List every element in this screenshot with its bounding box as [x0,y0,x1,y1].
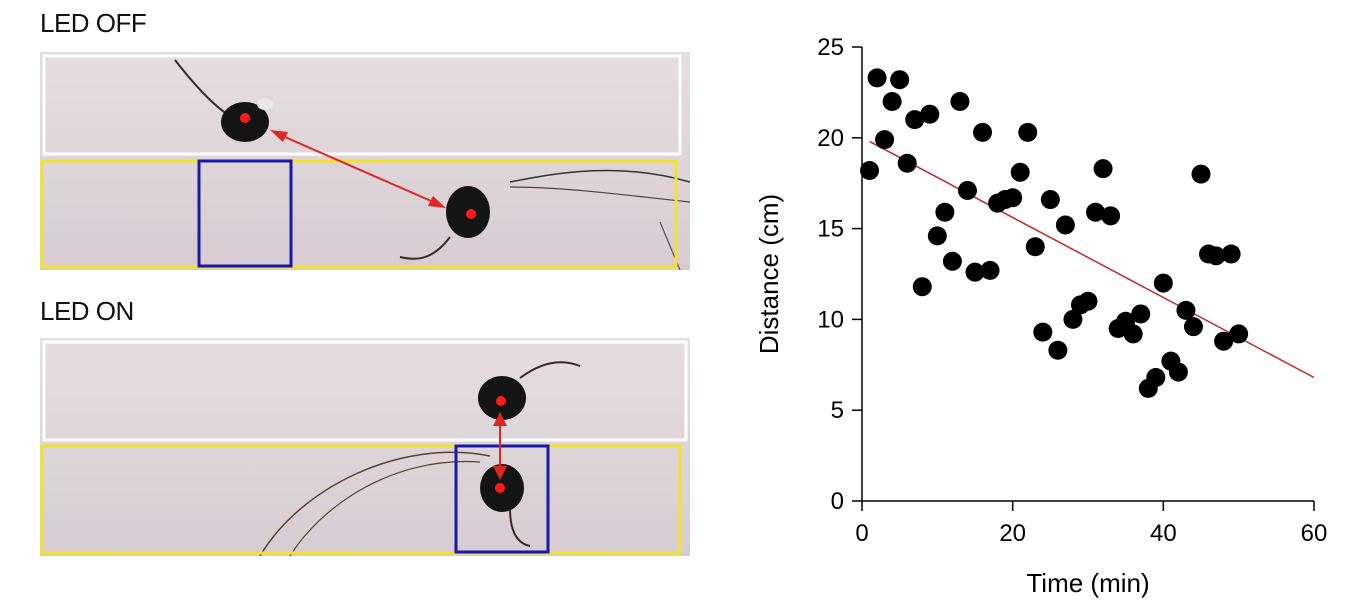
data-point [1056,215,1075,234]
data-point [1026,237,1045,256]
y-tick-label: 5 [831,397,844,424]
data-point [1229,324,1248,343]
x-tick-label: 40 [1150,520,1177,547]
data-point [1011,163,1030,182]
arena-led-off [40,52,690,270]
data-point [868,68,887,87]
arena-led-on [40,338,690,556]
yellow-zone [42,161,676,267]
data-point [1124,324,1143,343]
data-point [1018,123,1037,142]
data-point [950,92,969,111]
data-point [1094,159,1113,178]
x-tick-label: 60 [1301,520,1328,547]
led-on-label: LED ON [40,296,134,327]
blue-zone [199,161,291,266]
white-zone [44,342,686,440]
data-point [1003,188,1022,207]
data-point [943,252,962,271]
y-axis-title: Distance (cm) [754,194,784,354]
y-tick-label: 0 [831,488,844,515]
marker [496,396,506,406]
distance-scatter-chart: 0 20 40 60 0 5 10 15 20 25 Time (min) Distance (c… [740,20,1340,605]
tail [520,362,580,378]
data-point [973,123,992,142]
tail [510,508,530,546]
marker [495,483,505,493]
data-point [1041,190,1060,209]
led-off-label: LED OFF [40,8,146,39]
data-point [883,92,902,111]
data-point [1169,363,1188,382]
data-point [1146,368,1165,387]
data-point [958,181,977,200]
tail [400,237,450,259]
data-point [935,203,954,222]
data-point [890,70,909,89]
data-point [1184,317,1203,336]
data-point [1131,304,1150,323]
data-point [1101,206,1120,225]
data-point [898,154,917,173]
x-tick-label: 0 [855,520,868,547]
data-point [1222,245,1241,264]
distance-arrow [278,134,438,204]
marker [466,209,476,219]
data-point [928,226,947,245]
x-tick-label: 20 [999,520,1026,547]
data-point [920,105,939,124]
y-tick-label: 25 [817,34,844,61]
data-point [1176,301,1195,320]
data-point [1154,274,1173,293]
data-point [1192,165,1211,184]
y-tick-label: 20 [817,125,844,152]
y-tick-label: 10 [817,306,844,333]
y-tick-label: 15 [817,216,844,243]
data-point [860,161,879,180]
x-axis-title: Time (min) [1026,568,1149,598]
data-point [1033,323,1052,342]
data-point [875,130,894,149]
white-zone [44,56,680,154]
data-point [1048,341,1067,360]
data-point [1079,292,1098,311]
regression-line [870,141,1314,377]
yellow-zone [42,446,680,553]
marker [240,113,250,123]
data-point [981,261,1000,280]
data-point [913,277,932,296]
